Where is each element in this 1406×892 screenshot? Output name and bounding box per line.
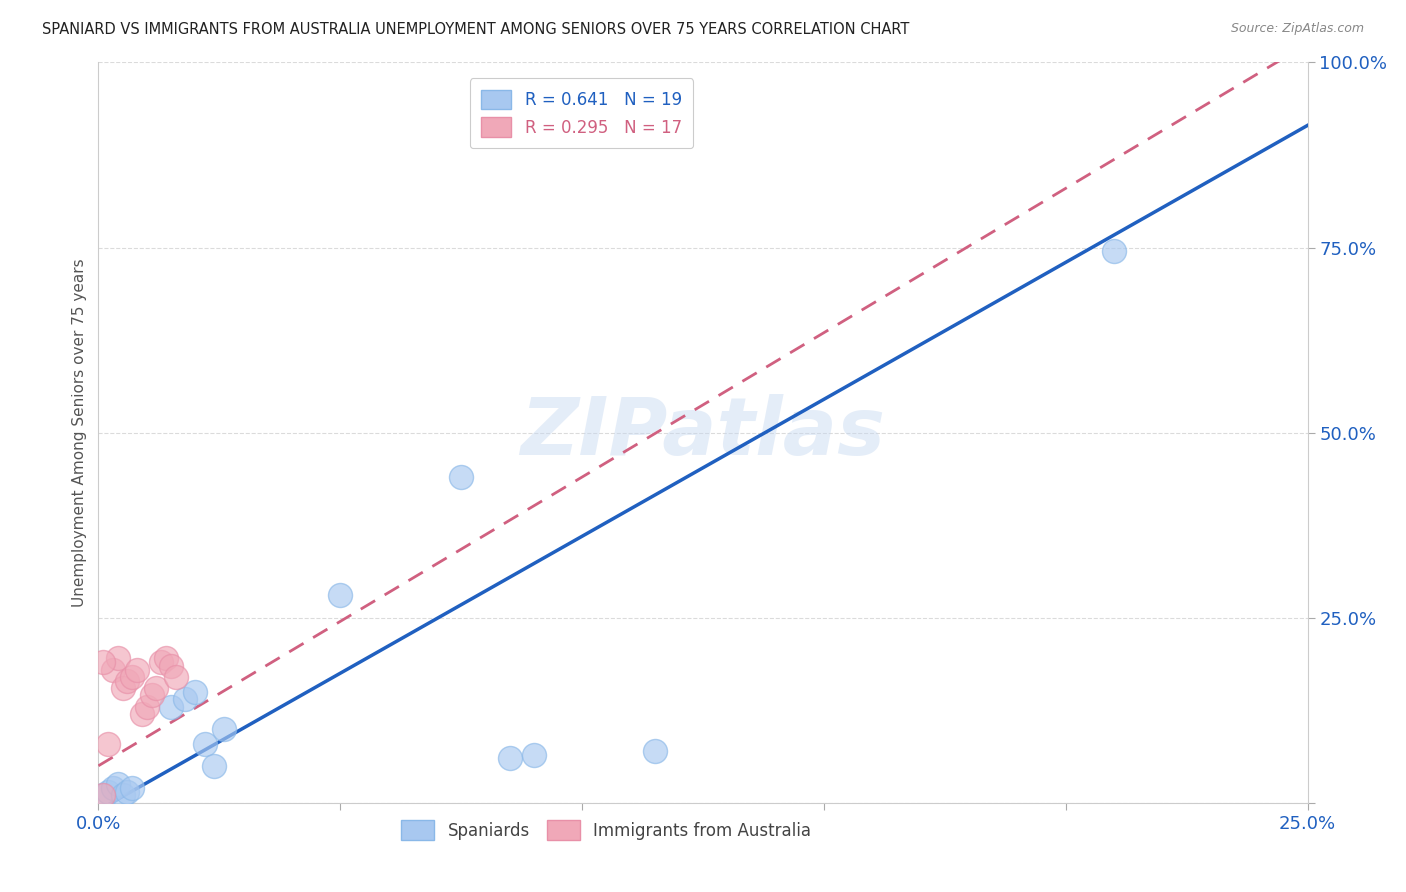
- Point: [117, 785, 139, 799]
- Point: [204, 758, 226, 772]
- Text: ZIPatlas: ZIPatlas: [520, 393, 886, 472]
- Text: SPANIARD VS IMMIGRANTS FROM AUSTRALIA UNEMPLOYMENT AMONG SENIORS OVER 75 YEARS C: SPANIARD VS IMMIGRANTS FROM AUSTRALIA UN…: [42, 22, 910, 37]
- Point: [160, 699, 183, 714]
- Point: [101, 663, 124, 677]
- Point: [1102, 244, 1125, 259]
- Y-axis label: Unemployment Among Seniors over 75 years: Unemployment Among Seniors over 75 years: [72, 259, 87, 607]
- Point: [150, 655, 173, 669]
- Point: [117, 673, 139, 688]
- Point: [121, 780, 143, 795]
- Point: [155, 651, 177, 665]
- Point: [160, 658, 183, 673]
- Text: Source: ZipAtlas.com: Source: ZipAtlas.com: [1230, 22, 1364, 36]
- Point: [141, 689, 163, 703]
- Point: [127, 663, 149, 677]
- Point: [145, 681, 167, 695]
- Point: [523, 747, 546, 762]
- Point: [184, 685, 207, 699]
- Point: [450, 470, 472, 484]
- Point: [194, 737, 217, 751]
- Point: [329, 589, 352, 603]
- Point: [165, 670, 187, 684]
- Point: [212, 722, 235, 736]
- Point: [135, 699, 157, 714]
- Point: [174, 692, 197, 706]
- Point: [498, 751, 520, 765]
- Point: [111, 681, 134, 695]
- Point: [644, 744, 666, 758]
- Point: [131, 706, 153, 721]
- Point: [107, 651, 129, 665]
- Point: [121, 670, 143, 684]
- Point: [91, 789, 114, 803]
- Point: [91, 789, 114, 803]
- Point: [101, 780, 124, 795]
- Point: [107, 777, 129, 791]
- Point: [97, 737, 120, 751]
- Point: [111, 789, 134, 803]
- Point: [91, 655, 114, 669]
- Legend: Spaniards, Immigrants from Australia: Spaniards, Immigrants from Australia: [395, 814, 818, 847]
- Point: [97, 785, 120, 799]
